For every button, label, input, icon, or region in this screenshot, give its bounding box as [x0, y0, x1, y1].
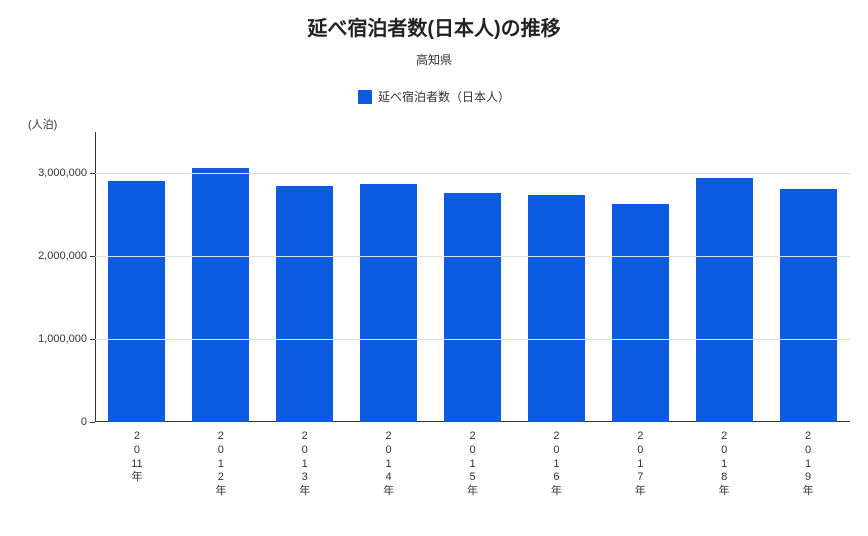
x-tick-label: 2017年: [634, 430, 646, 499]
bar-slot: 2017年: [598, 132, 682, 422]
x-tick-label: 2013年: [299, 430, 311, 499]
bar-slot: 2012年: [179, 132, 263, 422]
x-tick-label: 2019年: [802, 430, 814, 499]
bar: [696, 178, 753, 422]
bar-slot: 2016年: [514, 132, 598, 422]
bar: [528, 195, 585, 422]
bar-slot: 2019年: [766, 132, 850, 422]
x-tick-label: 2016年: [550, 430, 562, 499]
chart-title: 延べ宿泊者数(日本人)の推移: [0, 0, 868, 41]
x-tick-label: 2012年: [215, 430, 227, 499]
x-tick-label: 2015年: [467, 430, 479, 499]
y-tick-label: 0: [81, 416, 95, 428]
bars-container: 2011年2012年2013年2014年2015年2016年2017年2018年…: [95, 132, 850, 422]
bar: [780, 189, 837, 422]
bar: [612, 204, 669, 422]
grid-line: [95, 256, 850, 257]
y-tick-label: 2,000,000: [38, 250, 95, 262]
bar-slot: 2011年: [95, 132, 179, 422]
chart-subtitle: 高知県: [0, 51, 868, 68]
grid-line: [95, 339, 850, 340]
x-tick-label: 2018年: [718, 430, 730, 499]
y-tick-label: 3,000,000: [38, 167, 95, 179]
bar: [192, 168, 249, 422]
bar-slot: 2014年: [347, 132, 431, 422]
bar: [108, 181, 165, 422]
bar-slot: 2013年: [263, 132, 347, 422]
bar-slot: 2015年: [431, 132, 515, 422]
y-axis-unit-label: (人泊): [28, 116, 57, 132]
chart-plot-area: 2011年2012年2013年2014年2015年2016年2017年2018年…: [95, 132, 850, 422]
y-tick-label: 1,000,000: [38, 333, 95, 345]
bar: [444, 193, 501, 422]
bar: [360, 184, 417, 422]
legend: 延べ宿泊者数（日本人）: [0, 88, 868, 105]
x-tick-label: 2014年: [383, 430, 395, 499]
bar-slot: 2018年: [682, 132, 766, 422]
bar: [276, 186, 333, 422]
grid-line: [95, 173, 850, 174]
legend-label: 延べ宿泊者数（日本人）: [378, 88, 510, 105]
x-tick-label: 2011年: [131, 430, 143, 485]
legend-swatch: [358, 90, 372, 104]
